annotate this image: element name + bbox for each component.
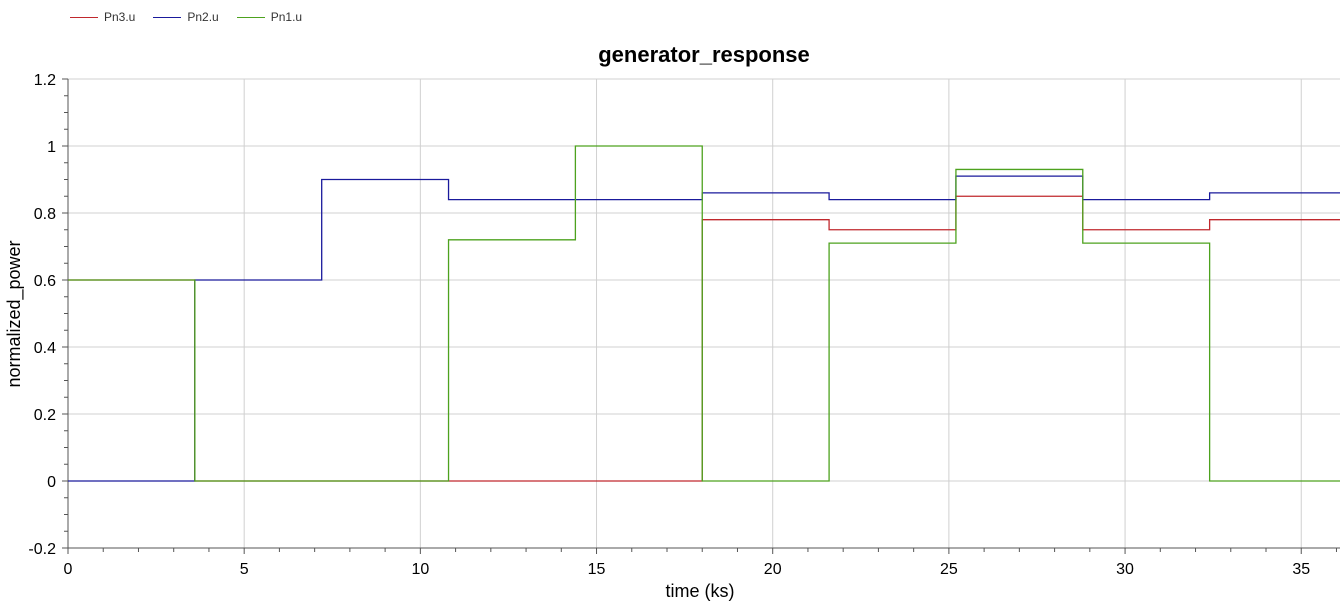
y-axis-label: normalized_power	[4, 240, 25, 387]
y-tick-label: 0.8	[34, 206, 56, 223]
y-tick-label: 0.6	[34, 273, 56, 290]
x-tick-label: 20	[764, 561, 782, 578]
x-tick-label: 30	[1116, 561, 1134, 578]
legend: Pn3.u Pn2.u Pn1.u	[70, 8, 320, 26]
legend-swatch	[153, 16, 182, 18]
x-axis-label: time (ks)	[666, 581, 735, 601]
series-lines	[68, 145, 1340, 482]
series-line-pn1-u	[68, 145, 1340, 482]
y-tick-label: 0	[47, 474, 56, 491]
legend-swatch	[236, 16, 265, 18]
series-line-pn2-u	[68, 175, 1340, 482]
y-tick-label: -0.2	[28, 541, 56, 558]
legend-item: Pn3.u	[70, 8, 135, 26]
y-tick-label: 1	[47, 139, 56, 156]
x-tick-label: 15	[588, 561, 606, 578]
grid	[67, 78, 1340, 549]
legend-swatch	[70, 16, 98, 18]
x-tick-label: 10	[411, 561, 429, 578]
x-tick-label: 25	[940, 561, 958, 578]
legend-label: Pn2.u	[187, 10, 219, 24]
x-tick-label: 5	[240, 561, 249, 578]
axes: 0 5 10 15 20 25 30 35 -0.2 0 0.2 0.4 0.6 0.8 1 1.2	[28, 72, 1340, 578]
legend-item: Pn2.u	[153, 8, 219, 26]
chart-title: generator_response	[598, 42, 810, 67]
legend-item: Pn1.u	[236, 8, 303, 26]
series-line-pn3-u	[68, 195, 1340, 482]
y-tick-label: 0.4	[34, 340, 56, 357]
x-tick-label: 0	[64, 561, 73, 578]
x-tick-label: 35	[1292, 561, 1310, 578]
y-tick-label: 1.2	[34, 72, 56, 89]
y-tick-label: 0.2	[34, 407, 56, 424]
legend-label: Pn3.u	[104, 10, 136, 24]
legend-label: Pn1.u	[270, 10, 303, 24]
